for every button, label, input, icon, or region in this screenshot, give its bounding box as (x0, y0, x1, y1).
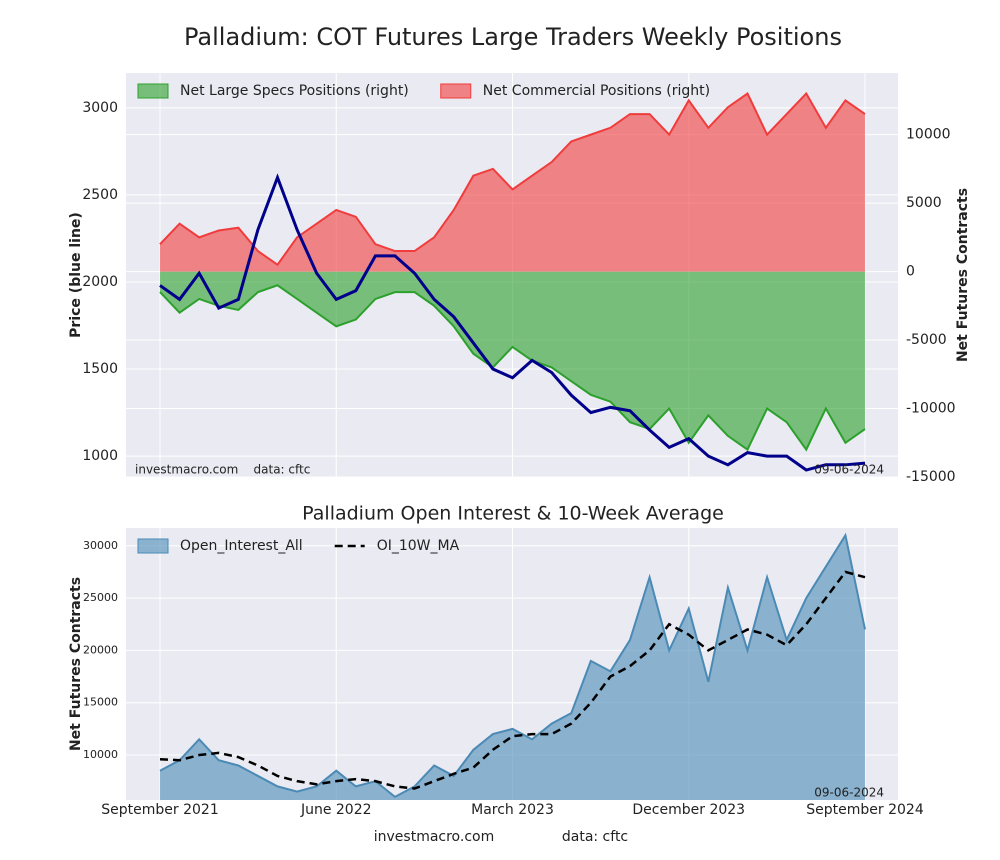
legend-label: OI_10W_MA (377, 538, 460, 554)
legend-label: Net Commercial Positions (right) (483, 83, 710, 99)
legend-swatch (137, 538, 169, 554)
x-tick-label: December 2023 (632, 802, 745, 818)
area-edge (159, 284, 866, 452)
line (159, 173, 866, 472)
annotation: 09-06-2024 (814, 463, 884, 477)
line (159, 570, 866, 790)
area (160, 93, 865, 272)
footer-site: investmacro.com (374, 829, 494, 845)
legend-label: Open_Interest_All (180, 538, 303, 554)
y-tick-label: 20000 (83, 643, 118, 656)
y2-tick-label: -15000 (906, 469, 956, 485)
y-tick-label: 25000 (83, 591, 118, 604)
y2-tick-label: -10000 (906, 401, 956, 417)
y-axis-label: Net Futures Contracts (68, 577, 84, 751)
series-group (159, 532, 866, 800)
x-tick-label: September 2021 (101, 802, 218, 818)
y-tick-label: 2500 (82, 187, 118, 203)
y-tick-label: 30000 (83, 539, 118, 552)
y-axis-label: Price (blue line) (68, 212, 84, 338)
y2-axis-label: Net Futures Contracts (955, 188, 971, 362)
y-tick-label: 2000 (82, 274, 118, 290)
annotation: 09-06-2024 (814, 786, 884, 800)
legend-swatch (137, 83, 169, 99)
y2-tick-label: 10000 (906, 127, 951, 143)
y-tick-label: 1000 (82, 448, 118, 464)
footer-source: data: cftc (562, 829, 628, 845)
legend-swatch (440, 83, 472, 99)
x-tick-label: June 2022 (300, 802, 372, 818)
series-group (159, 91, 866, 472)
y2-tick-label: 5000 (906, 195, 942, 211)
x-tick-label: September 2024 (806, 802, 924, 818)
legend-label: Net Large Specs Positions (right) (180, 83, 409, 99)
area (160, 271, 865, 450)
y2-tick-label: -5000 (906, 332, 947, 348)
area-edge (159, 91, 866, 267)
y-tick-label: 1500 (82, 361, 118, 377)
area (160, 535, 865, 800)
x-tick-label: March 2023 (471, 802, 554, 818)
chart-title: Palladium Open Interest & 10-Week Averag… (302, 503, 724, 525)
y-tick-label: 10000 (83, 748, 118, 761)
y2-tick-label: 0 (906, 264, 915, 280)
chart-title: Palladium: COT Futures Large Traders Wee… (184, 23, 842, 51)
y-tick-label: 15000 (83, 696, 118, 709)
area-edge (159, 532, 866, 799)
y-tick-label: 3000 (82, 100, 118, 116)
annotation: investmacro.com data: cftc (135, 463, 310, 477)
